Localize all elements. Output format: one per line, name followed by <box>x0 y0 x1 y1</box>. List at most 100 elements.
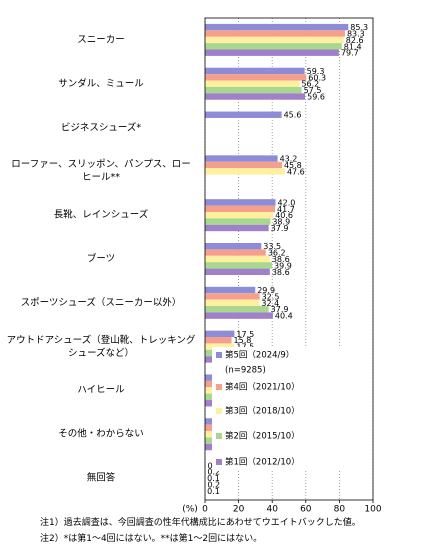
bar <box>205 255 270 263</box>
value-label: 81.4 <box>344 42 362 51</box>
bar <box>205 299 260 307</box>
category-label: スニーカー <box>77 34 125 46</box>
value-label: 83.3 <box>347 30 365 39</box>
bar <box>205 312 273 319</box>
legend-swatch <box>216 384 222 390</box>
category-label: ハイヒール <box>77 384 125 396</box>
legend-box <box>212 347 370 471</box>
value-label: 32.4 <box>261 299 279 308</box>
value-label: 33.5 <box>263 242 281 251</box>
bar <box>205 30 345 37</box>
bar <box>205 36 344 44</box>
bar <box>205 268 270 275</box>
bar <box>205 418 213 425</box>
bar <box>205 437 217 444</box>
bar <box>205 306 269 313</box>
value-label: 29.9 <box>257 286 275 295</box>
legend-swatch <box>216 459 222 465</box>
value-label: 45.6 <box>284 111 302 120</box>
value-label: 15.8 <box>234 336 252 345</box>
bar <box>205 74 307 81</box>
plot-frame <box>204 17 374 501</box>
legend-note: (n=9285) <box>225 366 266 376</box>
bar <box>205 343 235 350</box>
legend-label: 第4回（2021/10） <box>225 382 300 393</box>
bar <box>205 43 342 50</box>
bar <box>205 337 232 344</box>
note: 注2）*は第1～4回にはない。**は第1～2回にはない。 <box>40 534 263 544</box>
bar <box>205 205 276 212</box>
value-label: 41.7 <box>277 205 295 214</box>
bar <box>205 168 285 175</box>
legend-label: 第2回（2015/10） <box>225 431 300 442</box>
category-label: 無回答 <box>86 472 116 484</box>
value-label: 60.3 <box>308 73 326 82</box>
legend-label: 第5回（2024/9） <box>225 350 294 361</box>
value-label: 0.2 <box>207 480 220 489</box>
bar <box>205 262 273 269</box>
value-label: 0.1 <box>207 474 220 483</box>
bar <box>205 243 262 250</box>
x-tick-label: 40 <box>266 505 278 515</box>
category-label: その他・わからない <box>58 428 144 440</box>
value-label: 45.8 <box>284 161 302 170</box>
x-axis-label: (%) <box>182 505 198 515</box>
legend-swatch <box>216 352 222 358</box>
x-tick-label: 0 <box>202 505 208 515</box>
value-label: 43.2 <box>280 155 298 164</box>
category-label: ブーツ <box>86 253 116 265</box>
value-label: 42.0 <box>278 198 296 207</box>
value-label: 32.5 <box>262 292 280 301</box>
value-label: 57.5 <box>304 86 322 95</box>
legend-swatch <box>216 433 222 439</box>
bar <box>205 80 300 87</box>
category-label: ローファー、スリッポン、パンプス、ロー ヒール** <box>11 159 191 184</box>
x-tick-label: 100 <box>364 505 381 515</box>
value-label: 0.1 <box>207 487 220 496</box>
value-label: 59.3 <box>307 67 325 76</box>
value-label: 79.7 <box>341 49 359 58</box>
category-label: サンダル、ミュール <box>58 78 144 90</box>
bar <box>205 431 214 438</box>
value-label: 37.9 <box>271 224 289 233</box>
category-label: アウトドアシューズ（登山靴、トレッキング シューズなど） <box>6 334 196 359</box>
x-tick-label: 20 <box>233 505 245 515</box>
value-label: 40.6 <box>275 211 293 220</box>
value-label: 40.4 <box>275 312 293 321</box>
value-label: 39.9 <box>274 261 292 270</box>
x-tick-label: 80 <box>334 505 346 515</box>
value-label: 82.6 <box>346 36 364 45</box>
x-tick-label: 60 <box>300 505 312 515</box>
bar <box>205 286 256 294</box>
legend-label: 第3回（2018/10） <box>225 406 300 417</box>
value-label: 0.2 <box>207 468 220 477</box>
value-label: 17.5 <box>236 330 254 339</box>
bar <box>205 86 302 94</box>
category-label: 長靴、レインシューズ <box>53 209 149 221</box>
bar <box>205 23 349 31</box>
value-label: 37.9 <box>271 305 289 314</box>
bar <box>205 49 339 56</box>
value-label: 38.6 <box>272 268 290 277</box>
bar <box>205 330 235 338</box>
bar <box>205 111 282 118</box>
bar <box>205 224 269 232</box>
category-label: ビジネスシューズ* <box>60 122 142 134</box>
category-label: スポーツシューズ（スニーカー以外） <box>20 297 182 309</box>
bar <box>205 199 276 206</box>
bar <box>205 443 216 451</box>
bar <box>205 155 278 162</box>
legend-swatch <box>216 408 222 414</box>
value-label: 59.6 <box>307 93 325 102</box>
bar <box>205 67 305 75</box>
legend-label: 第1回（2012/10） <box>225 457 300 468</box>
bar <box>205 211 274 219</box>
note: 注1）過去調査は、今回調査の性年代構成比にあわせてウエイトバックした値。 <box>40 518 361 528</box>
value-label: 38.6 <box>272 255 290 264</box>
bar <box>205 218 271 225</box>
value-label: 85.3 <box>350 23 368 32</box>
bar <box>205 93 306 100</box>
bar <box>205 424 214 432</box>
